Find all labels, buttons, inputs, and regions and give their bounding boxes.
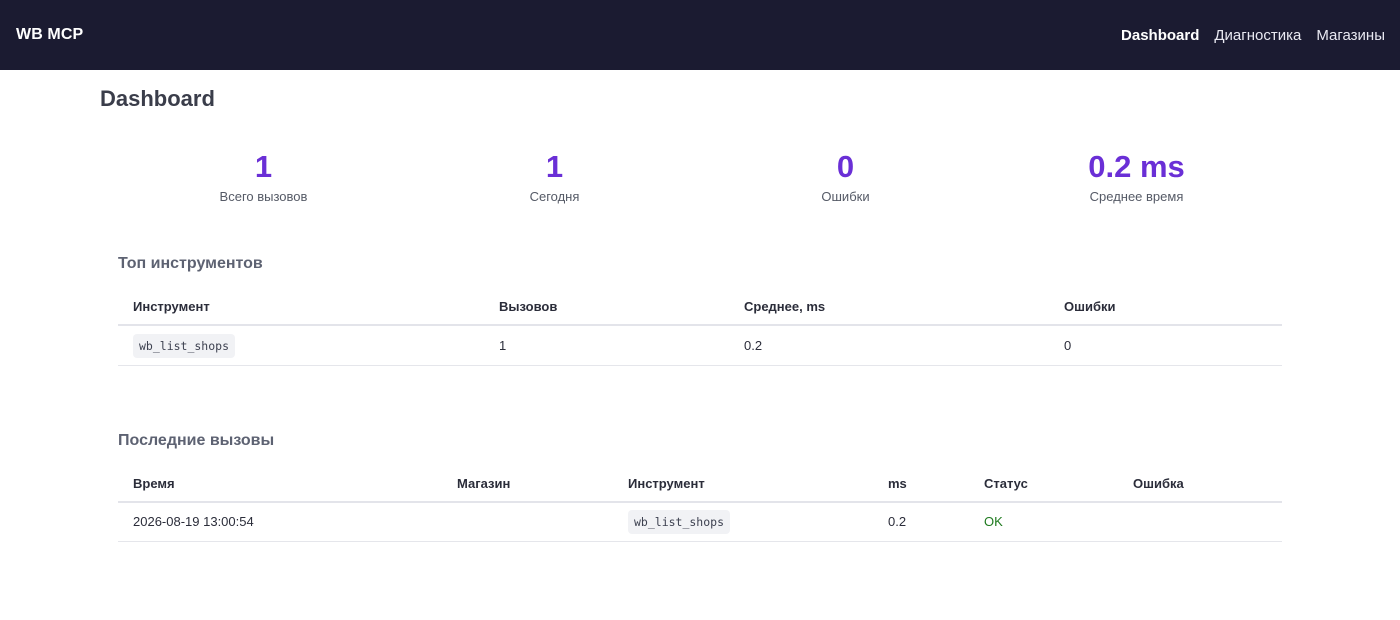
column-header: Среднее, ms	[729, 299, 1049, 326]
recent-calls-table: Время Магазин Инструмент ms Статус Ошибк…	[118, 475, 1282, 542]
column-header: Инструмент	[118, 299, 484, 326]
cell-time: 2026-08-19 13:00:54	[118, 501, 442, 542]
cell-status: OK	[969, 501, 1118, 542]
column-header: Время	[118, 475, 442, 503]
brand-logo[interactable]: WB MCP	[16, 26, 84, 43]
top-tools-table: Инструмент Вызовов Среднее, ms Ошибки wb…	[118, 299, 1282, 366]
table-row: 2026-08-19 13:00:54 wb_list_shops 0.2 OK	[118, 501, 1282, 542]
column-header: Магазин	[442, 475, 613, 503]
cell-ms: 0.2	[873, 501, 969, 542]
stat-errors: 0 Ошибки	[700, 149, 991, 205]
stat-label: Всего вызовов	[219, 189, 308, 204]
cell-tool: wb_list_shops	[613, 501, 873, 542]
section-title: Последние вызовы	[118, 431, 275, 449]
stat-avg-time: 0.2 ms Среднее время	[991, 149, 1282, 205]
stat-today: 1 Сегодня	[409, 149, 700, 205]
stat-value: 1	[254, 149, 273, 184]
top-navbar: WB MCP Dashboard Диагностика Магазины	[0, 0, 1400, 70]
column-header: Вызовов	[484, 299, 729, 326]
main-content: Dashboard 1 Всего вызовов 1 Сегодня 0 Ош…	[0, 86, 1400, 542]
cell-errors: 0	[1049, 325, 1282, 366]
column-header: Ошибки	[1049, 299, 1282, 326]
top-tools-section: Топ инструментов Инструмент Вызовов Сред…	[118, 255, 1282, 366]
stat-value: 1	[545, 149, 564, 184]
column-header: Ошибка	[1118, 475, 1282, 503]
cell-error	[1118, 501, 1282, 542]
tool-name-code: wb_list_shops	[133, 333, 236, 358]
tool-name-code: wb_list_shops	[628, 510, 731, 535]
stat-value: 0	[836, 149, 855, 184]
stat-label: Сегодня	[529, 189, 580, 204]
recent-calls-section: Последние вызовы Время Магазин Инструмен…	[118, 431, 1282, 542]
column-header: Статус	[969, 475, 1118, 503]
column-header: ms	[873, 475, 969, 503]
nav-link-shops[interactable]: Магазины	[1316, 26, 1385, 44]
nav-links: Dashboard Диагностика Магазины	[1121, 27, 1385, 44]
column-header: Инструмент	[613, 475, 873, 503]
stat-label: Ошибки	[821, 189, 870, 204]
cell-shop	[442, 501, 613, 542]
table-header-row: Инструмент Вызовов Среднее, ms Ошибки	[118, 299, 1282, 326]
nav-link-dashboard[interactable]: Dashboard	[1121, 26, 1200, 44]
table-header-row: Время Магазин Инструмент ms Статус Ошибк…	[118, 475, 1282, 503]
stats-row: 1 Всего вызовов 1 Сегодня 0 Ошибки 0.2 m…	[118, 149, 1282, 205]
table-row: wb_list_shops 1 0.2 0	[118, 325, 1282, 366]
cell-tool: wb_list_shops	[118, 325, 484, 366]
page-title: Dashboard	[100, 86, 215, 111]
nav-link-diagnostics[interactable]: Диагностика	[1214, 26, 1302, 44]
section-title: Топ инструментов	[118, 255, 263, 272]
cell-avg-ms: 0.2	[729, 325, 1049, 366]
cell-calls: 1	[484, 325, 729, 366]
stat-total-calls: 1 Всего вызовов	[118, 149, 409, 205]
stat-label: Среднее время	[1089, 189, 1184, 204]
stat-value: 0.2 ms	[1088, 149, 1185, 184]
